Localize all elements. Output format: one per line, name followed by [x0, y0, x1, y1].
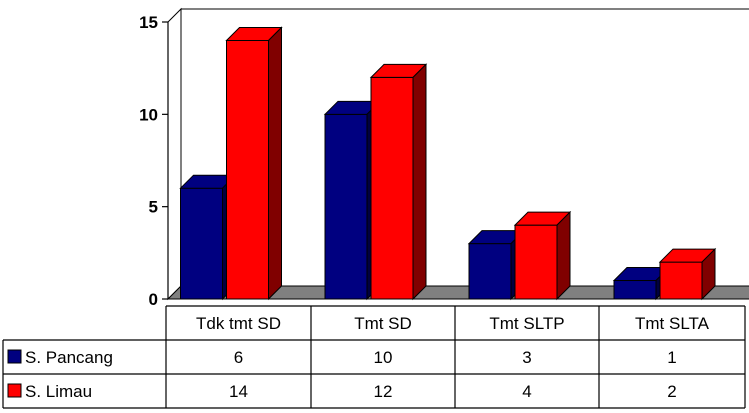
- category-label: Tdk tmt SD: [196, 314, 281, 333]
- bar-side: [412, 63, 427, 301]
- legend-key: [7, 349, 22, 364]
- category-label: Tmt SD: [354, 314, 412, 333]
- y-axis: 0 5 10 15: [139, 13, 169, 309]
- data-table: Tdk tmt SD Tmt SD Tmt SLTP Tmt SLTA S. Panca…: [2, 305, 746, 409]
- data-value: 2: [667, 382, 676, 401]
- bar-series: [179, 26, 717, 301]
- data-value: 14: [229, 382, 248, 401]
- bar-side: [556, 210, 571, 301]
- chart-floor: [166, 285, 749, 300]
- y-tick-label: 10: [139, 105, 158, 124]
- bar: [226, 39, 269, 300]
- series-name: S. Pancang: [25, 348, 113, 367]
- y-tick-label: 0: [149, 290, 158, 309]
- y-tick-label: 15: [139, 13, 158, 32]
- bar: [468, 243, 512, 300]
- data-value: 1: [667, 348, 676, 367]
- category-label: Tmt SLTA: [635, 314, 710, 333]
- side-wall: [167, 7, 182, 301]
- data-value: 4: [522, 382, 531, 401]
- bar: [613, 280, 657, 300]
- data-value: 6: [234, 348, 243, 367]
- bar: [370, 76, 414, 300]
- data-value: 3: [522, 348, 531, 367]
- category-label: Tmt SLTP: [489, 314, 564, 333]
- bar-side: [701, 247, 716, 301]
- chart-walls: [166, 7, 749, 301]
- bar: [180, 187, 223, 300]
- data-value: 12: [374, 382, 393, 401]
- bar: [514, 224, 558, 300]
- bar: [659, 261, 703, 300]
- series-name: S. Limau: [25, 382, 92, 401]
- bar: [324, 113, 368, 300]
- y-tick-label: 5: [149, 198, 158, 217]
- legend-key: [7, 383, 22, 398]
- data-value: 10: [374, 348, 393, 367]
- bar-side: [268, 26, 282, 301]
